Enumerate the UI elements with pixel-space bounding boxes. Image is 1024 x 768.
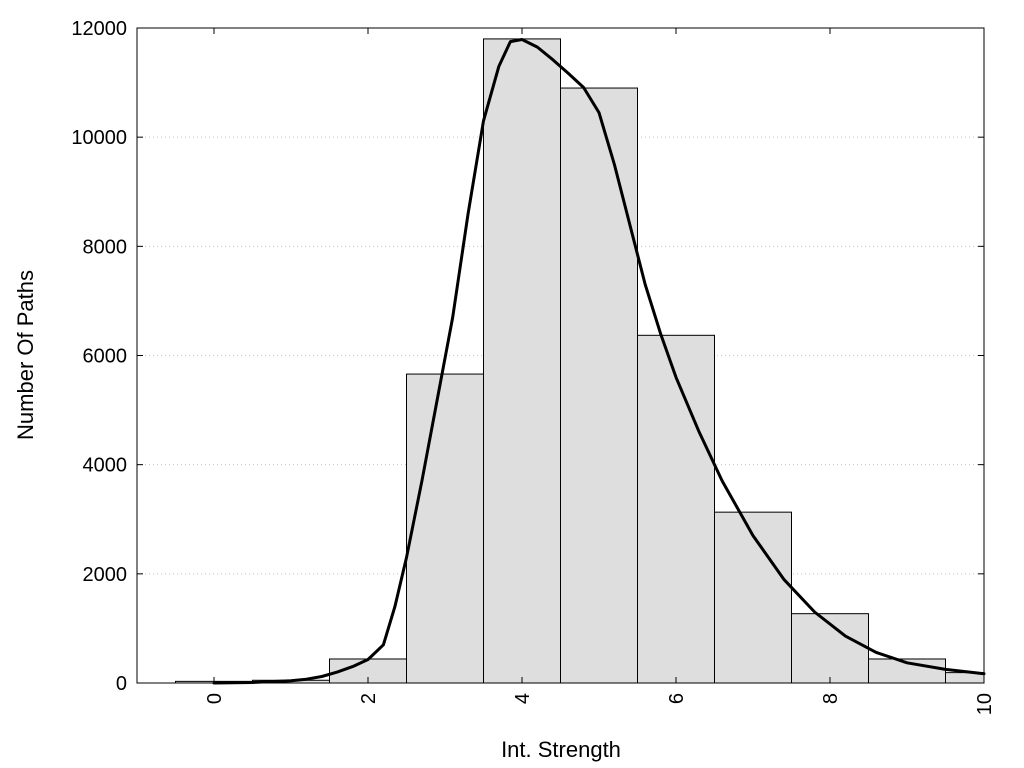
x-tick-label: 0 [204, 693, 226, 704]
histogram-bar [560, 87, 638, 684]
histogram-bar [637, 334, 715, 684]
x-axis-title: Int. Strength [501, 737, 621, 762]
y-tick-label: 4000 [83, 455, 128, 477]
histogram-bar [714, 511, 792, 684]
histogram-bar [483, 38, 561, 684]
fit-curve-layer [212, 38, 986, 685]
histogram-bars [175, 38, 985, 684]
x-tick-label: 8 [820, 693, 842, 704]
x-tick-label: 10 [974, 693, 996, 715]
y-axis-title: Number Of Paths [13, 270, 38, 440]
y-tick-label: 8000 [83, 236, 128, 258]
y-tick-label: 2000 [83, 564, 128, 586]
x-tick-label: 2 [358, 693, 380, 704]
fit-curve [212, 38, 986, 685]
x-tick-label: 4 [512, 693, 534, 704]
y-tick-label: 6000 [83, 346, 128, 368]
y-tick-label: 10000 [71, 127, 127, 149]
histogram-bar [406, 373, 484, 684]
x-tick-label: 6 [666, 693, 688, 704]
y-axis-ticks: 0 2000 4000 6000 8000 10000 12000 [71, 18, 984, 695]
y-tick-label: 12000 [71, 18, 127, 40]
y-tick-label: 0 [116, 673, 127, 695]
x-axis-ticks: 0 2 4 6 8 10 [204, 28, 996, 715]
